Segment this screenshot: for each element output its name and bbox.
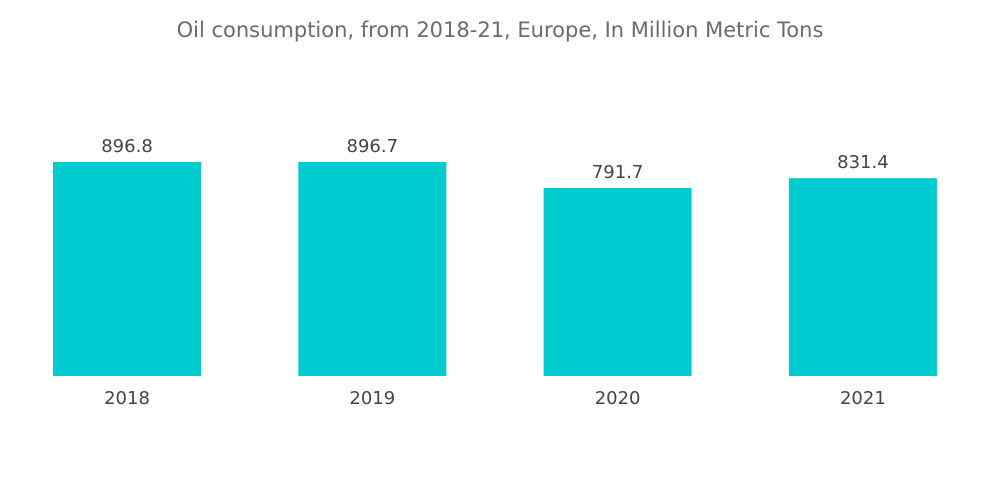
x-tick-label-2020: 2020 bbox=[595, 388, 641, 409]
data-label-2019: 896.7 bbox=[347, 136, 399, 157]
bars-layer bbox=[53, 162, 937, 376]
x-axis-ticks-layer: 2018 2019 2020 2021 bbox=[104, 388, 886, 409]
x-tick-label-2018: 2018 bbox=[104, 388, 150, 409]
bar-2021 bbox=[788, 178, 937, 376]
data-labels-layer: 896.8 896.7 791.7 831.4 bbox=[101, 136, 888, 183]
bar-2019 bbox=[298, 162, 447, 376]
data-label-2018: 896.8 bbox=[101, 136, 153, 157]
data-label-2021: 831.4 bbox=[837, 152, 889, 173]
x-tick-label-2021: 2021 bbox=[840, 388, 886, 409]
chart-title: Oil consumption, from 2018-21, Europe, I… bbox=[176, 18, 824, 42]
data-label-2020: 791.7 bbox=[592, 162, 644, 183]
bar-2020 bbox=[543, 188, 692, 376]
bar-2018 bbox=[53, 162, 201, 376]
x-tick-label-2019: 2019 bbox=[349, 388, 395, 409]
